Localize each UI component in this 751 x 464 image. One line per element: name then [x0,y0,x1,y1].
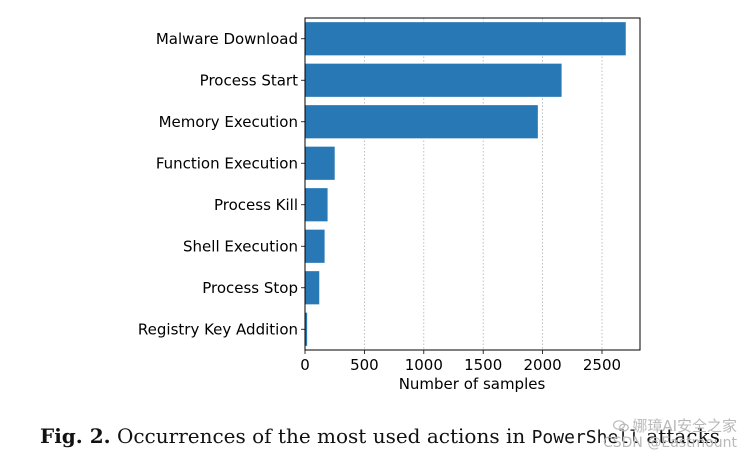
x-tick-label: 1500 [464,356,502,374]
x-tick-label: 500 [350,356,379,374]
caption-text: Occurrences of the most used actions in [116,424,526,448]
x-tick-label: 2500 [583,356,621,374]
bar [305,105,538,139]
bar [305,312,308,346]
bar [305,188,328,222]
y-tick-label: Process Start [200,71,298,89]
x-tick-label: 0 [300,356,310,374]
caption-tail: attacks [646,424,720,448]
y-tick-label: Function Execution [156,154,298,172]
plot-frame [304,17,641,351]
bar [305,271,320,305]
y-tick-label: Shell Execution [183,237,298,255]
watermark-line-1: 娜璋AI安全之家 [603,418,737,435]
figure-caption: Fig. 2. Occurrences of the most used act… [40,424,740,448]
y-tick-label: Malware Download [156,30,298,48]
watermark-title: 娜璋AI安全之家 [632,417,737,435]
watermark-line-2: CSDN @Eastmount [602,435,737,451]
y-tick-label: Registry Key Addition [138,320,298,338]
x-tick-label: 2000 [523,356,561,374]
bar [305,63,562,97]
x-axis-label: Number of samples [399,375,546,393]
wechat-icon [613,420,630,432]
caption-mono-text: PowerShell [531,427,640,448]
bar [305,229,325,263]
y-tick-label: Memory Execution [159,113,298,131]
y-tick-labels: Malware Download Process Start Memory Exec… [138,30,305,338]
bar [305,22,626,56]
bar [305,146,335,180]
figure-label: Fig. 2. [40,424,111,448]
y-tick-label: Process Stop [202,279,298,297]
bar-chart: Malware Download Process Start Memory Exec… [138,17,641,393]
watermark: 娜璋AI安全之家 CSDN @Eastmount [603,418,737,452]
grid-lines [363,18,603,350]
y-tick-label: Process Kill [214,196,298,214]
x-tick-labels: 0 500 1000 1500 2000 2500 [300,350,621,374]
bars [305,22,626,346]
x-tick-label: 1000 [405,356,443,374]
